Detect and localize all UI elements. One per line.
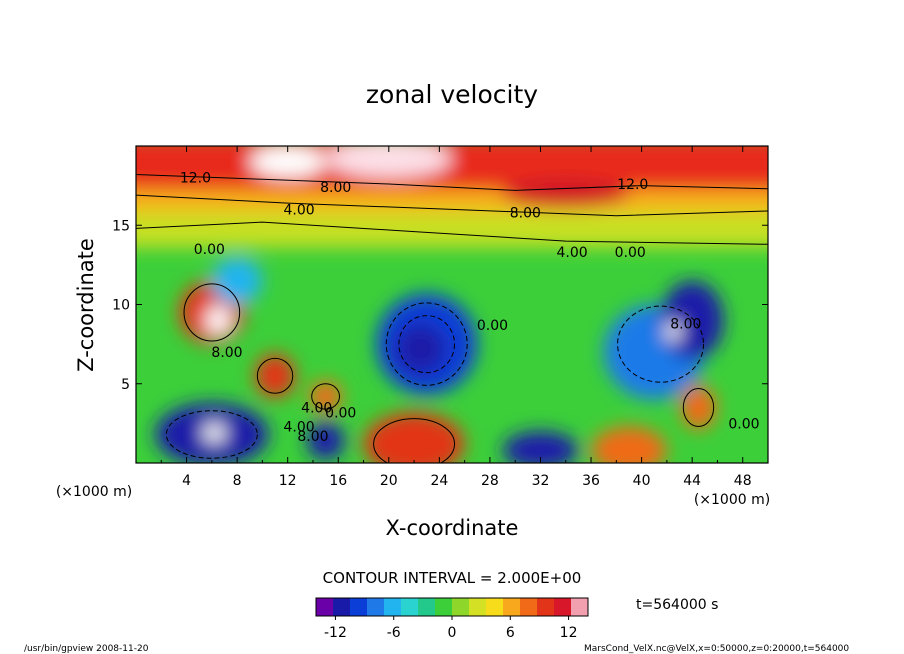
- contour-ring: [385, 302, 468, 386]
- field-blob: [202, 423, 226, 443]
- colorbar-swatch: [571, 598, 589, 616]
- field-blob: [395, 323, 446, 375]
- colorbar-swatch: [554, 598, 572, 616]
- heatmap-field: [136, 146, 768, 463]
- colorbar: [316, 598, 589, 616]
- colorbar-swatch: [333, 598, 351, 616]
- x-tick-label: 20: [380, 473, 398, 489]
- colorbar-swatch: [316, 598, 334, 616]
- colorbar-swatch: [435, 598, 453, 616]
- contour-ring: [398, 315, 456, 374]
- footer-right: MarsCond_VelX.nc@VelX,x=0:50000,z=0:2000…: [584, 644, 849, 654]
- colorbar-swatch: [537, 598, 555, 616]
- contour-label: 4.00: [283, 420, 314, 436]
- field-blob: [249, 146, 326, 178]
- field-blob: [660, 280, 724, 360]
- contour-label: 0.00: [615, 245, 646, 261]
- x-tick-label: 36: [582, 473, 600, 489]
- contour-label: 4.00: [283, 202, 314, 218]
- x-tick-label: 12: [279, 473, 297, 489]
- heatmap-blobs: [136, 146, 768, 463]
- x-tick-label: 40: [633, 473, 651, 489]
- colorbar-tick-label: 6: [506, 625, 515, 641]
- field-blob: [211, 256, 263, 305]
- colorbar-swatch: [503, 598, 521, 616]
- colorbar-swatch: [452, 598, 470, 616]
- contour-line: [136, 221, 768, 245]
- contour-ring: [311, 383, 341, 410]
- y-tick-label: 5: [121, 377, 130, 393]
- contour-interval-label: CONTOUR INTERVAL = 2.000E+00: [323, 569, 582, 587]
- y-axis-ticks: 5 10 15: [112, 218, 768, 393]
- contour-line: [136, 174, 768, 191]
- x-axis-ticks: 4 8 12 16 20 24 28 32 36 40 44 48: [160, 146, 752, 489]
- x-tick-label: 4: [182, 473, 191, 489]
- contour-ring: [617, 305, 705, 383]
- colorbar-tick-label: 0: [448, 625, 457, 641]
- contour-label: 8.00: [211, 345, 242, 361]
- x-tick-label: 8: [233, 473, 242, 489]
- contour-label: 4.00: [556, 245, 587, 261]
- field-blob: [665, 321, 681, 341]
- field-blob: [325, 146, 452, 178]
- field-blob: [205, 306, 231, 335]
- field-blob: [680, 385, 717, 430]
- contour-label: 8.00: [320, 180, 351, 196]
- colorbar-tick-label: -12: [324, 625, 347, 641]
- colorbar-tick-label: 12: [560, 625, 578, 641]
- field-blob: [254, 353, 296, 399]
- field-band: [136, 212, 768, 248]
- time-label: t=564000 s: [636, 597, 718, 613]
- x-tick-label: 16: [329, 473, 347, 489]
- colorbar-swatch: [520, 598, 538, 616]
- contour-label: 0.00: [477, 318, 508, 334]
- colorbar-swatch: [367, 598, 385, 616]
- x-tick-label: 24: [430, 473, 448, 489]
- x-tick-label: 28: [481, 473, 499, 489]
- contour-label: 0.00: [194, 242, 225, 258]
- y-tick-label: 10: [112, 298, 130, 314]
- contour-labels: 12.08.00 12.04.00 8.000.00 4.00 0.000.00 8.00…: [180, 171, 760, 445]
- contour-label: 12.0: [617, 177, 648, 193]
- contour-label: 8.00: [670, 317, 701, 333]
- x-tick-label: 32: [532, 473, 550, 489]
- field-blob: [309, 380, 343, 413]
- y-axis-label: Z-coordinate: [74, 238, 98, 372]
- field-blob: [591, 426, 667, 463]
- x-axis-units: (×1000 m): [56, 484, 132, 500]
- x-tick-label: 44: [683, 473, 701, 489]
- contour-ring: [682, 388, 715, 428]
- contour-label: 4.00: [301, 401, 332, 417]
- contour-ring: [165, 410, 258, 459]
- field-blob: [363, 412, 465, 463]
- colorbar-swatch: [401, 598, 419, 616]
- contour-lines: [136, 174, 768, 463]
- field-blob: [502, 431, 579, 463]
- contour-ring: [183, 283, 241, 342]
- contour-ring: [256, 357, 294, 394]
- y-tick-label: 15: [112, 218, 130, 234]
- colorbar-swatch: [418, 598, 436, 616]
- y-axis-units: (×1000 m): [694, 492, 770, 508]
- contour-label: 8.00: [297, 429, 328, 445]
- colorbar-ticks: -12 -6 0 6 12: [324, 616, 577, 641]
- contour-line: [136, 194, 768, 217]
- contour-label: 0.00: [325, 405, 356, 421]
- contour-label: 12.0: [180, 171, 211, 187]
- field-blob: [502, 179, 629, 208]
- colorbar-swatch: [350, 598, 368, 616]
- colorbar-tick-label: -6: [387, 625, 401, 641]
- colorbar-swatch: [486, 598, 504, 616]
- footer-left: /usr/bin/gpview 2008-11-20: [24, 644, 149, 654]
- chart-title: zonal velocity: [366, 80, 538, 109]
- colorbar-swatch: [469, 598, 487, 616]
- x-axis-label: X-coordinate: [386, 516, 519, 540]
- colorbar-swatch: [384, 598, 402, 616]
- contour-ring: [373, 418, 456, 463]
- contour-label: 8.00: [510, 206, 541, 222]
- contour-label: 0.00: [728, 416, 759, 432]
- field-blob: [306, 421, 345, 460]
- x-tick-label: 48: [734, 473, 752, 489]
